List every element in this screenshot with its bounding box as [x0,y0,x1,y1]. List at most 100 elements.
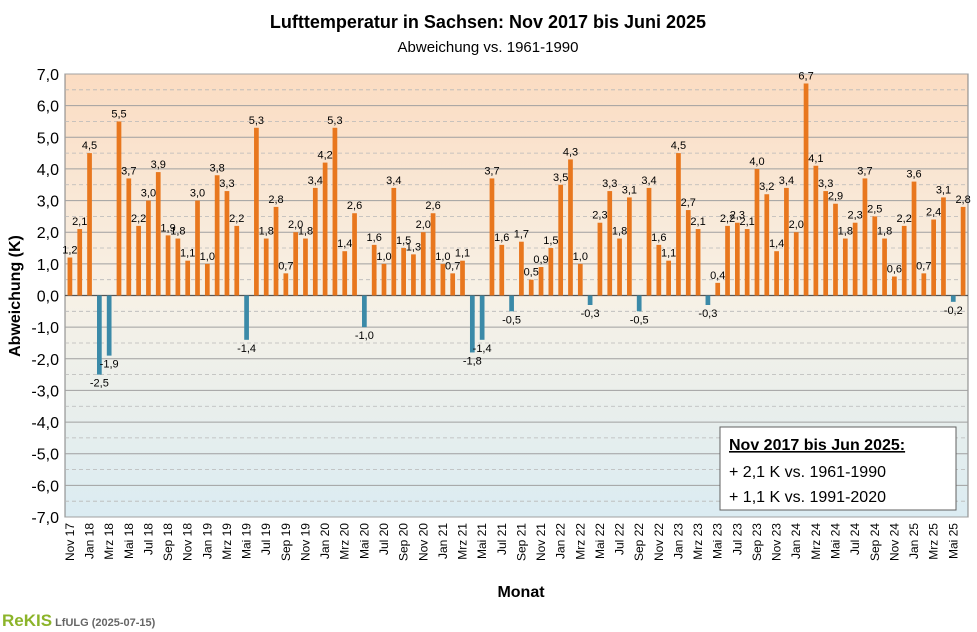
bar [666,260,671,296]
x-tick-label: Mrz 19 [220,523,234,560]
bar-value-label: 0,4 [710,270,725,282]
bar [960,206,966,296]
bar [568,159,573,296]
bar [558,184,564,296]
bar-value-label: 1,1 [661,248,676,260]
bar-value-label: -1,9 [100,359,119,371]
bar [538,267,544,296]
bar [842,238,848,296]
bar [813,165,819,296]
bar [803,83,809,296]
bar [155,172,161,296]
bar [754,168,760,296]
x-tick-label: Sep 21 [514,523,528,561]
bar-value-label: -0,3 [581,308,600,320]
bar [303,238,308,296]
y-tick-label: 3,0 [37,194,59,211]
bar [764,194,770,296]
bar-value-label: 0,6 [887,264,902,276]
bar [67,257,73,296]
x-tick-label: Mai 20 [357,523,371,559]
bar [185,260,191,296]
bars [67,83,966,375]
x-tick-label: Mrz 24 [809,523,823,560]
bar-value-label: 1,1 [180,248,195,260]
x-tick-label: Jan 18 [83,523,97,559]
bar [833,203,838,296]
bar [371,244,377,296]
bar [293,232,299,296]
x-tick-label: Nov 24 [887,523,901,561]
x-tick-label: Jul 18 [141,523,155,555]
x-tick-label: Mai 19 [240,523,254,559]
bar-value-label: 3,4 [641,175,656,187]
bar [175,238,181,296]
bar [224,191,230,296]
bar-value-label: 1,8 [877,226,892,238]
footer: ReKIS LfULG (2025-07-15) [2,611,155,631]
bar [165,235,171,296]
bar [646,187,652,296]
bar [921,273,927,296]
bar [695,229,701,296]
bar [793,232,799,296]
x-tick-label: Jul 20 [377,523,391,555]
bar-value-label: 3,0 [141,188,156,200]
bar [627,197,632,296]
bar [391,187,397,296]
bar [479,295,485,340]
bar-value-label: 1,5 [396,235,411,247]
bar-value-label: 1,7 [514,229,529,241]
bar [204,263,210,296]
y-tick-label: 2,0 [37,225,59,242]
bar [705,295,711,305]
bar-value-label: 2,3 [847,210,862,222]
x-tick-label: Mrz 23 [691,523,705,560]
x-tick-label: Jan 20 [318,523,332,559]
summary-annotation-line-2: + 1,1 K vs. 1991-2020 [729,489,886,506]
bar-value-label: 2,4 [926,207,941,219]
summary-annotation-line-1: + 2,1 K vs. 1961-1990 [729,464,886,481]
bar-value-label: -0,3 [698,308,717,320]
x-tick-label: Mrz 25 [927,523,941,560]
bar [234,225,240,296]
bar [519,241,524,296]
y-tick-label: 5,0 [37,130,59,147]
bar-value-label: 0,5 [524,267,539,279]
y-tick-label: -2,0 [31,352,59,369]
bar-value-label: 2,8 [268,194,283,206]
x-tick-label: Jan 19 [200,523,214,559]
bar-value-label: 3,3 [219,178,234,190]
bar-value-label: 3,4 [779,175,794,187]
bar-value-label: 3,4 [386,175,401,187]
bar [784,187,789,296]
bar-value-label: 2,9 [828,191,843,203]
bar [862,178,868,296]
bar-value-label: 2,3 [592,210,607,222]
x-tick-label: Nov 22 [652,523,666,561]
bar-value-label: 3,6 [906,169,921,181]
x-tick-label: Sep 18 [161,523,175,561]
bar-value-label: 2,1 [690,216,705,228]
bar [430,213,436,296]
y-tick-label: 1,0 [37,257,59,274]
bar-value-label: 3,7 [857,165,872,177]
x-tick-label: Mai 22 [593,523,607,559]
x-tick-label: Mai 25 [946,523,960,559]
bar [656,244,662,296]
bar-value-label: 2,1 [740,216,755,228]
bar-value-label: 1,0 [376,251,391,263]
y-tick-label: -4,0 [31,415,59,432]
bar-value-label: 2,0 [789,219,804,231]
bar-value-label: 3,3 [818,178,833,190]
y-axis-label: Abweichung (K) [7,235,24,357]
bar-value-label: 3,9 [151,159,166,171]
x-tick-label: Mai 24 [828,523,842,559]
value-labels: 1,22,14,5-2,5-1,95,53,72,23,03,91,91,81,… [62,70,970,389]
bar-value-label: -1,4 [237,343,256,355]
y-tick-label: -7,0 [31,510,59,527]
bar-value-label: 1,6 [651,232,666,244]
bar [440,263,446,296]
x-tick-label: Jul 19 [259,523,273,555]
